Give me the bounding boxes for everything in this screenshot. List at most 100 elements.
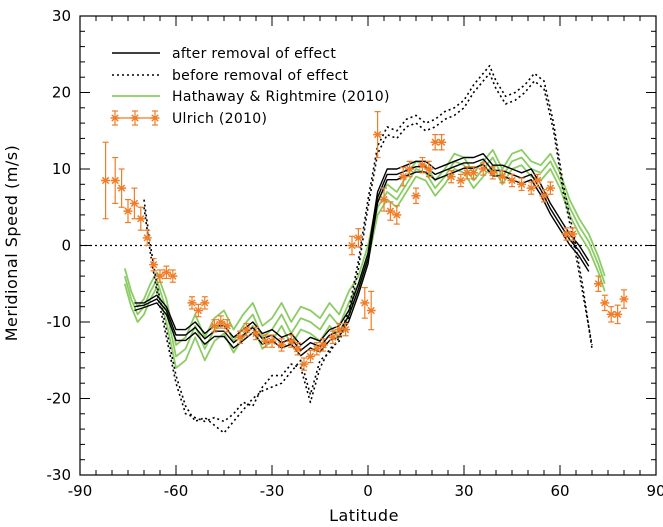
marker-stroke	[601, 299, 609, 307]
marker-stroke	[479, 165, 487, 173]
y-tick-label: 0	[61, 237, 71, 255]
ulrich-data-point	[161, 265, 171, 279]
marker-stroke	[341, 325, 350, 334]
star-marker	[161, 268, 171, 276]
marker-stroke	[508, 176, 516, 185]
marker-stroke	[188, 299, 196, 307]
ulrich-data-point	[129, 187, 139, 220]
ulrich-data-point	[241, 322, 251, 337]
star-marker	[360, 299, 370, 307]
star-marker	[129, 199, 139, 208]
ulrich-data-point	[488, 166, 498, 180]
marker-stroke	[447, 172, 455, 181]
star-marker	[267, 337, 277, 345]
star-marker	[286, 337, 296, 345]
marker-stroke	[223, 322, 231, 330]
ulrich-data-point	[299, 357, 309, 371]
x-tick-label: 30	[454, 482, 473, 500]
star-marker	[277, 341, 287, 349]
star-marker	[392, 211, 402, 219]
marker-stroke	[431, 138, 439, 146]
marker-stroke	[287, 337, 295, 345]
marker-stroke	[306, 352, 315, 361]
ulrich-data-point	[456, 173, 466, 188]
marker-stroke	[354, 234, 363, 242]
star-marker	[235, 333, 245, 341]
star-marker	[299, 360, 309, 368]
ulrich-data-point	[216, 315, 226, 329]
star-marker	[619, 295, 629, 303]
ulrich-data-point	[251, 326, 261, 341]
ulrich-data-point	[526, 181, 536, 195]
star-marker	[347, 241, 357, 250]
marker-stroke	[149, 260, 158, 269]
star-marker	[353, 234, 363, 242]
legend-label-ulrich: Ulrich (2010)	[172, 111, 267, 127]
star-marker	[411, 192, 421, 200]
legend: after removal of effect before removal of…	[110, 46, 389, 127]
star-marker	[149, 260, 159, 269]
ulrich-data-point	[417, 156, 427, 174]
marker-stroke	[469, 169, 478, 177]
marker-stroke	[527, 184, 535, 192]
marker-stroke	[457, 176, 465, 185]
ulrich-data-point	[193, 303, 203, 318]
axis-titles: Latitude Meridional Speed (m/s)	[2, 145, 398, 525]
star-marker	[110, 176, 120, 185]
marker-stroke	[242, 325, 251, 334]
ulrich-data-point	[136, 206, 146, 231]
star-marker	[417, 161, 427, 169]
marker-stroke	[268, 337, 276, 345]
x-tick-label: -60	[164, 482, 189, 500]
marker-stroke	[143, 234, 151, 242]
ulrich-data-point	[411, 187, 421, 205]
ulrich-data-point	[168, 269, 178, 283]
ulrich-data-point	[469, 166, 479, 180]
marker-stroke	[194, 306, 203, 315]
star-marker	[328, 333, 338, 341]
x-tick-label: -90	[68, 482, 93, 500]
ulrich-data-point	[187, 296, 197, 310]
star-marker	[545, 184, 555, 192]
ulrich-data-point	[424, 160, 434, 178]
marker-stroke	[412, 192, 420, 200]
marker-stroke	[348, 241, 356, 250]
ulrich-data-point	[613, 304, 623, 325]
marker-stroke	[162, 268, 171, 276]
marker-stroke	[386, 207, 395, 215]
star-marker	[517, 180, 527, 188]
y-tick-label: 20	[52, 84, 71, 102]
star-marker	[101, 176, 111, 185]
star-marker	[366, 306, 376, 315]
star-marker	[305, 352, 315, 361]
marker-stroke	[489, 169, 497, 177]
star-marker	[539, 192, 549, 200]
marker-stroke	[373, 130, 382, 139]
marker-stroke	[169, 272, 177, 280]
marker-stroke	[540, 192, 548, 200]
marker-stroke	[335, 325, 343, 334]
marker-stroke	[329, 333, 337, 341]
y-tick-label: 10	[52, 160, 71, 178]
ulrich-data-point	[379, 187, 389, 212]
star-marker	[142, 234, 152, 242]
marker-stroke	[300, 360, 308, 368]
after-removal-line-3	[134, 163, 590, 357]
marker-stroke	[533, 176, 542, 185]
star-marker	[312, 345, 322, 353]
series-layer	[80, 64, 656, 434]
ulrich-data-point	[222, 319, 232, 333]
before-removal-line-1	[143, 64, 593, 434]
ulrich-data-point	[123, 199, 133, 224]
star-marker	[398, 172, 408, 181]
x-tick-label: 0	[363, 482, 373, 500]
ulrich-data-point	[235, 330, 245, 345]
ulrich-data-point	[446, 169, 456, 184]
star-marker	[117, 184, 127, 192]
x-tick-label: 60	[550, 482, 569, 500]
star-marker	[241, 325, 251, 334]
star-marker	[526, 184, 536, 192]
marker-stroke	[399, 172, 407, 181]
y-tick-label: -10	[47, 313, 72, 331]
